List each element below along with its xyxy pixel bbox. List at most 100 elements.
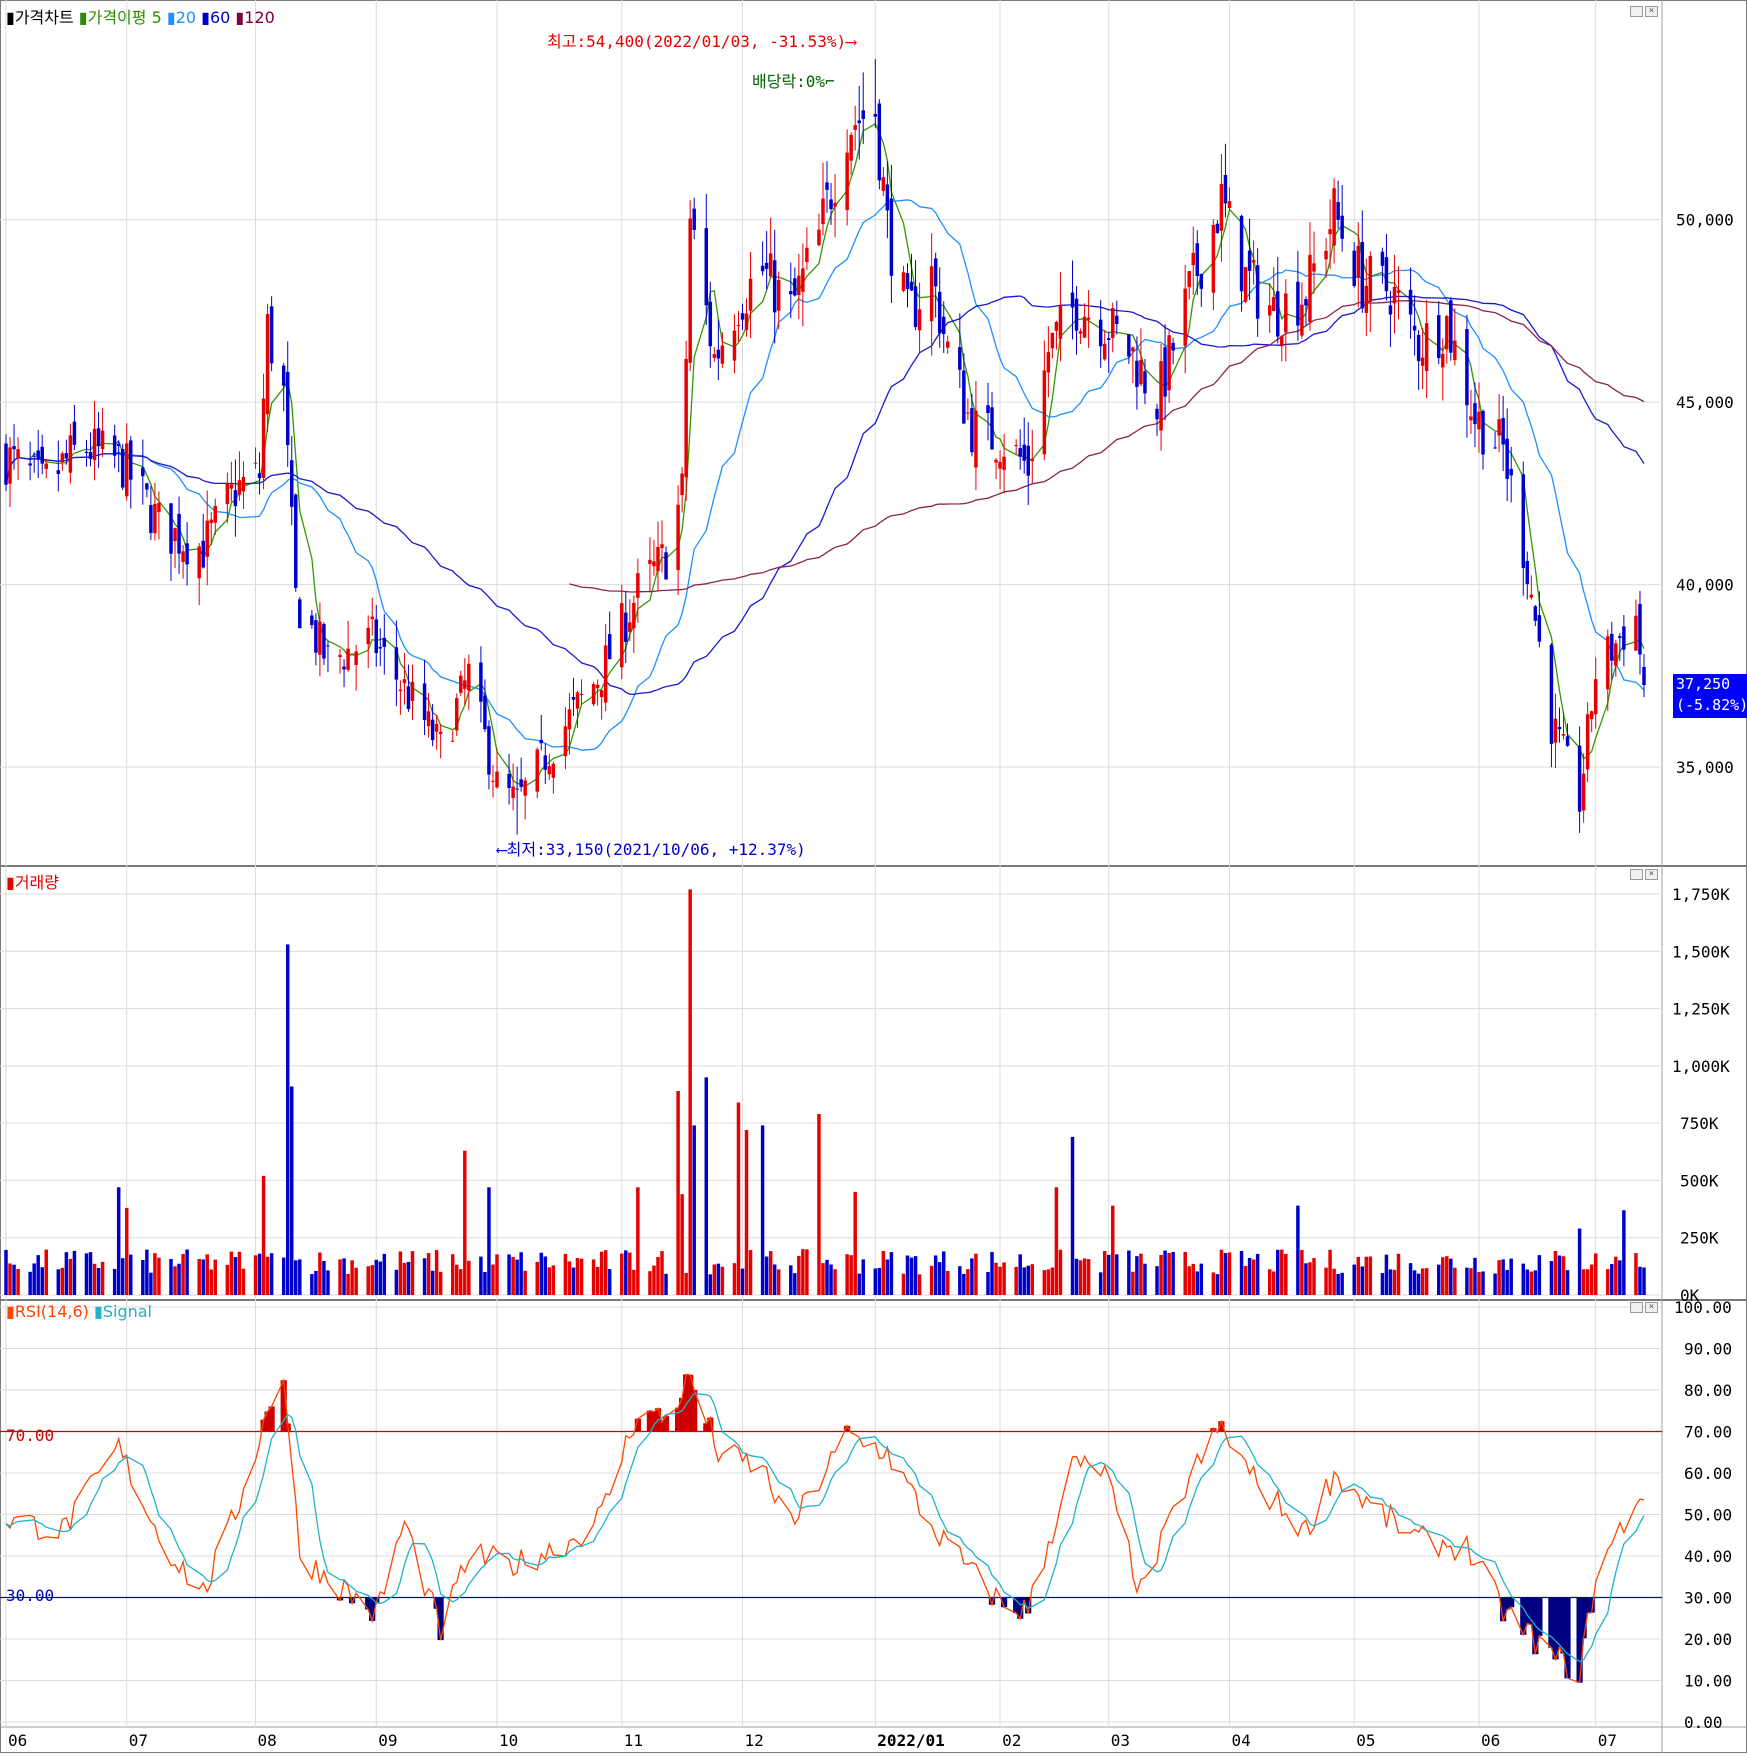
volume-bar: [237, 1251, 242, 1295]
candle-body: [1368, 255, 1373, 303]
volume-bar: [1336, 1273, 1340, 1295]
candle-body: [1014, 445, 1018, 447]
candle-body: [970, 408, 974, 453]
volume-bar: [632, 1269, 636, 1295]
volume-bar: [177, 1263, 181, 1295]
volume-bar: [519, 1252, 523, 1295]
rsi-tick-label: 20.00: [1684, 1630, 1732, 1649]
current-change: (-5.82%): [1676, 696, 1747, 714]
candle-body: [1111, 308, 1115, 338]
candle-body: [1243, 267, 1248, 302]
candle-body: [1465, 329, 1469, 406]
candle-body: [1420, 357, 1425, 366]
volume-bar: [354, 1267, 358, 1295]
candle-body: [656, 547, 660, 572]
volume-bar: [322, 1260, 326, 1295]
volume-tick-label: 250K: [1680, 1229, 1719, 1248]
volume-bar: [720, 1266, 725, 1295]
close-icon[interactable]: ×: [1645, 6, 1658, 17]
volume-bar: [16, 1269, 20, 1295]
volume-bar: [253, 1255, 258, 1295]
volume-bar: [350, 1260, 354, 1295]
rsi-tick-label: 60.00: [1684, 1464, 1732, 1483]
volume-bar: [571, 1267, 576, 1295]
volume-tick-label: 0K: [1680, 1286, 1700, 1305]
volume-bar: [1098, 1272, 1103, 1295]
volume-bar: [817, 1113, 821, 1295]
candle-body: [1211, 224, 1216, 293]
volume-bar: [1614, 1256, 1618, 1295]
volume-bar: [708, 1274, 713, 1295]
volume-bar: [676, 1091, 680, 1295]
x-tick-label: 10: [499, 1731, 518, 1750]
candle-body: [342, 666, 346, 670]
x-tick-label: 06: [8, 1731, 27, 1750]
minimize-icon[interactable]: [1630, 869, 1643, 880]
candle-body: [628, 622, 632, 632]
candle-body: [1191, 252, 1195, 266]
legend-marker-icon: ▮: [78, 8, 88, 27]
candle-body: [1340, 215, 1344, 239]
candle-body: [648, 559, 652, 564]
candle-body: [467, 663, 471, 691]
volume-bar: [768, 1251, 773, 1295]
volume-bar: [764, 1256, 769, 1295]
candle-body: [1618, 636, 1622, 638]
candle-body: [793, 278, 797, 296]
volume-bar: [463, 1150, 467, 1295]
volume-bar: [1501, 1259, 1505, 1295]
volume-bar: [1304, 1263, 1308, 1295]
candle-body: [660, 544, 664, 549]
candle-body: [92, 428, 97, 461]
volume-bar: [1392, 1269, 1397, 1295]
volume-bar: [603, 1250, 608, 1295]
legend-ma60: 60: [209, 8, 231, 27]
x-tick-label: 03: [1111, 1731, 1130, 1750]
candle-body: [1416, 334, 1421, 362]
volume-bar: [941, 1251, 946, 1295]
candle-body: [438, 731, 443, 735]
volume-bar: [92, 1263, 97, 1295]
volume-bar: [591, 1259, 596, 1295]
volume-bar: [338, 1259, 342, 1295]
volume-bar: [1195, 1271, 1200, 1295]
candle-body: [1022, 444, 1026, 461]
volume-bar: [314, 1270, 318, 1295]
volume-bar: [1585, 1269, 1590, 1295]
minimize-icon[interactable]: [1630, 1302, 1643, 1313]
legend-marker-icon: ▮: [6, 873, 15, 892]
candle-body: [716, 349, 721, 359]
candle-body: [1026, 445, 1030, 476]
dividend-annotation-text: 배당락:0%: [752, 72, 826, 91]
candle-body: [398, 689, 403, 692]
candle-body: [1030, 459, 1035, 462]
volume-bar: [716, 1263, 721, 1295]
candle-body: [406, 686, 411, 710]
candle-body: [322, 623, 326, 659]
volume-bar: [153, 1253, 157, 1295]
candle-body: [917, 309, 922, 331]
candle-body: [350, 653, 354, 655]
candle-body: [1143, 371, 1147, 394]
candle-body: [318, 621, 322, 655]
volume-bar: [1557, 1255, 1562, 1295]
candle-body: [1255, 265, 1260, 319]
close-icon[interactable]: ×: [1645, 1302, 1658, 1313]
candle-body: [1239, 215, 1244, 292]
arrow-left-icon: ⟵: [497, 840, 507, 859]
candle-body: [430, 719, 435, 741]
volume-bar: [1606, 1269, 1610, 1295]
volume-bar: [1509, 1258, 1513, 1295]
volume-bar: [1412, 1270, 1417, 1295]
minimize-icon[interactable]: [1630, 6, 1643, 17]
volume-bar: [281, 1257, 286, 1295]
candle-body: [507, 773, 511, 788]
volume-bar: [1239, 1251, 1244, 1295]
close-icon[interactable]: ×: [1645, 869, 1658, 880]
volume-bar: [378, 1261, 383, 1295]
volume-bar: [905, 1255, 910, 1295]
candle-body: [1589, 711, 1594, 720]
candle-body: [1408, 289, 1413, 315]
